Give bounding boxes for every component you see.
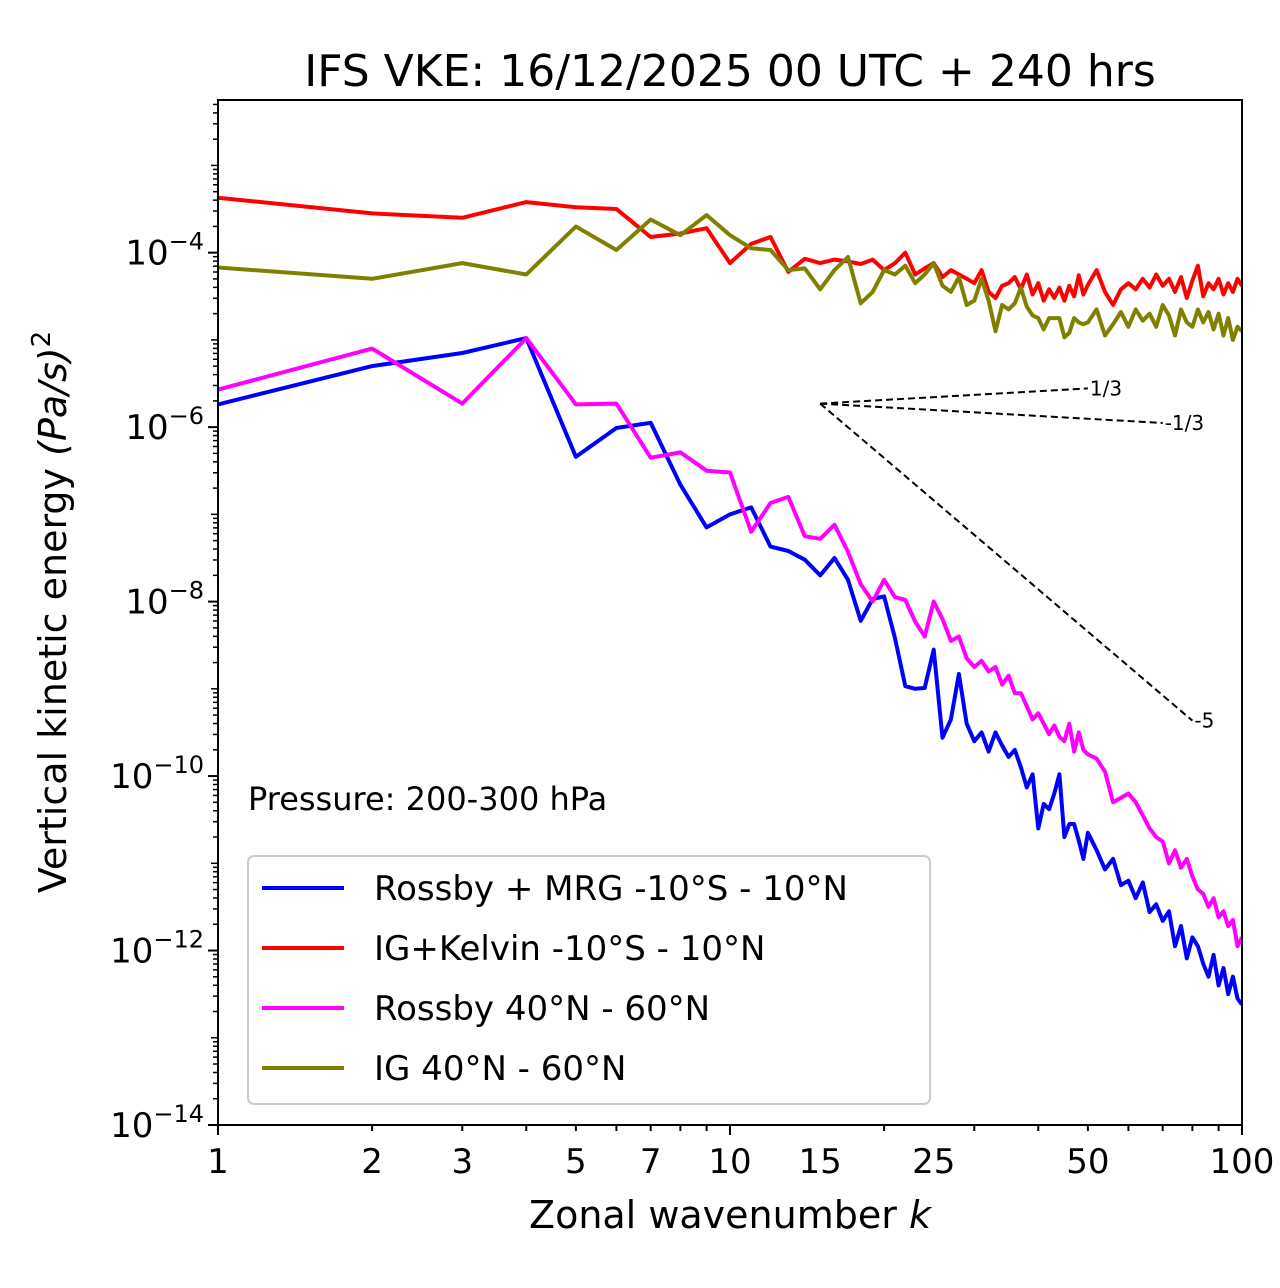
chart-title: IFS VKE: 16/12/2025 00 UTC + 240 hrs [304,46,1156,97]
series-line-3 [218,213,1242,342]
series-layer [218,195,1242,1006]
y-tick-label: 10−8 [125,577,204,623]
y-tick-label: 10−6 [125,402,204,448]
slope-line-0 [820,387,1088,405]
y-tick-label: 10−4 [125,228,204,274]
x-tick-label: 1 [207,1142,229,1182]
x-axis: 1 2 3 5 7 10 15 25 50 100 [207,1125,1274,1182]
x-tick-label: 50 [1066,1142,1109,1182]
series-line-1 [218,195,1242,307]
x-tick-label: 100 [1210,1142,1275,1182]
x-axis-label: Zonal wavenumber k [529,1193,933,1237]
x-tick-label: 2 [361,1142,383,1182]
y-tick-label: 10−12 [110,926,204,972]
series-line-2 [218,336,1242,949]
y-tick-label: 10−14 [110,1100,204,1146]
series-line-0 [218,336,1242,1006]
legend: Rossby + MRG -10°S - 10°N IG+Kelvin -10°S… [247,855,931,1105]
x-tick-label: 5 [565,1142,587,1182]
legend-label-0: Rossby + MRG -10°S - 10°N [374,869,848,909]
legend-label-1: IG+Kelvin -10°S - 10°N [374,929,765,969]
slope-guides: 1/3 -1/3 -5 [819,376,1214,733]
y-axis-label: Vertical kinetic energy (Pa/s)2 [27,331,75,893]
slope-label-1: -1/3 [1165,411,1204,435]
x-tick-label: 25 [912,1142,955,1182]
slope-line-2 [819,402,1194,722]
legend-label-2: Rossby 40°N - 60°N [374,989,710,1029]
y-axis: 10−14 10−12 10−10 10−8 10−6 10−4 [110,103,218,1146]
x-tick-label: 15 [799,1142,842,1182]
x-tick-label: 10 [708,1142,751,1182]
slope-label-2: -5 [1194,709,1214,733]
y-tick-label: 10−10 [110,751,204,797]
x-tick-label: 7 [640,1142,662,1182]
pressure-annotation: Pressure: 200-300 hPa [248,780,607,818]
slope-label-0: 1/3 [1090,376,1122,400]
legend-box [247,855,931,1105]
x-tick-label: 3 [451,1142,473,1182]
legend-label-3: IG 40°N - 60°N [374,1049,626,1089]
slope-line-1 [820,402,1163,425]
